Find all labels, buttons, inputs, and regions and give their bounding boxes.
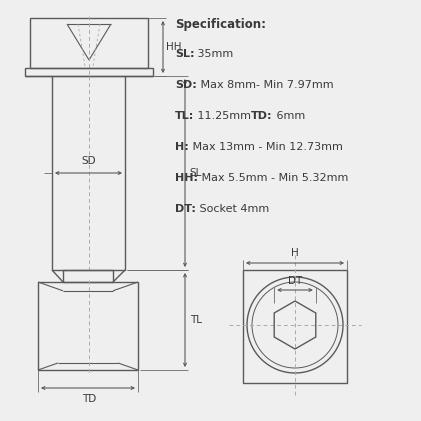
Text: TL: TL xyxy=(190,315,202,325)
Text: 35mm: 35mm xyxy=(195,49,234,59)
Text: H: H xyxy=(291,248,299,258)
Text: TD: TD xyxy=(82,394,96,404)
Text: SD: SD xyxy=(82,156,96,166)
Text: TD:: TD: xyxy=(251,111,273,121)
Text: H:: H: xyxy=(175,142,189,152)
Text: Max 5.5mm - Min 5.32mm: Max 5.5mm - Min 5.32mm xyxy=(198,173,348,183)
Text: SD:: SD: xyxy=(175,80,197,90)
Text: 6mm: 6mm xyxy=(273,111,305,121)
Text: Max 13mm - Min 12.73mm: Max 13mm - Min 12.73mm xyxy=(189,142,343,152)
Text: Socket 4mm: Socket 4mm xyxy=(196,204,269,214)
Text: Max 8mm- Min 7.97mm: Max 8mm- Min 7.97mm xyxy=(197,80,333,90)
Bar xyxy=(38,282,138,370)
Text: TL:: TL: xyxy=(175,111,194,121)
Text: SL:: SL: xyxy=(175,49,195,59)
Text: DT: DT xyxy=(288,276,302,286)
Bar xyxy=(243,270,347,383)
Text: HH:: HH: xyxy=(175,173,198,183)
Bar xyxy=(30,18,148,68)
Bar xyxy=(63,270,113,282)
Text: Specification:: Specification: xyxy=(175,18,266,31)
Text: HH: HH xyxy=(166,42,182,52)
Text: DT:: DT: xyxy=(175,204,196,214)
Text: SL: SL xyxy=(190,168,202,178)
Bar xyxy=(25,68,153,76)
Bar xyxy=(52,76,125,270)
Text: 11.25mm: 11.25mm xyxy=(194,111,251,121)
